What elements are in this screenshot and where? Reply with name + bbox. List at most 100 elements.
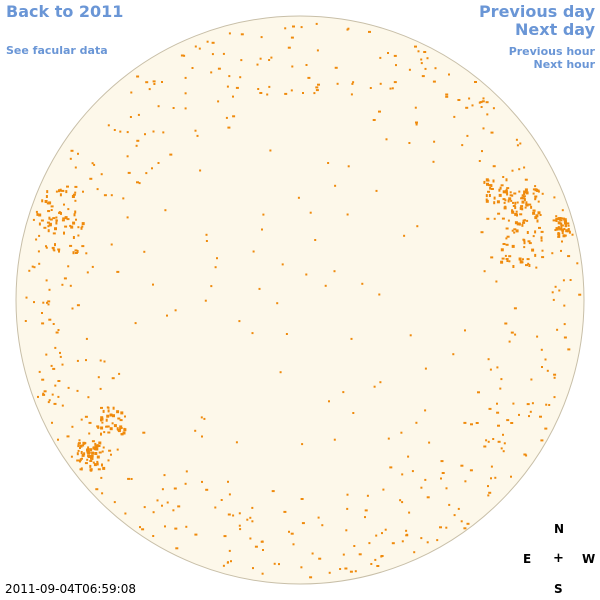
- facula-spot: [523, 246, 526, 249]
- facula-spot: [530, 205, 533, 209]
- facula-spot: [391, 542, 395, 545]
- facula-spot: [72, 193, 76, 196]
- facula-spot: [100, 476, 103, 479]
- facula-spot: [492, 438, 495, 440]
- facula-spot: [45, 279, 48, 282]
- facula-spot: [139, 526, 141, 529]
- facula-spot: [381, 532, 383, 535]
- facula-spot: [169, 153, 173, 156]
- previous-hour-link[interactable]: Previous hour: [508, 45, 595, 58]
- facula-spot: [514, 221, 518, 225]
- facula-spot: [94, 442, 97, 446]
- facula-spot: [38, 262, 41, 265]
- facula-spot: [411, 470, 414, 473]
- facula-spot: [28, 269, 31, 272]
- facula-spot: [126, 155, 129, 158]
- facula-spot: [328, 571, 331, 574]
- facula-spot: [518, 190, 521, 193]
- facula-spot: [395, 64, 397, 67]
- facula-spot: [71, 307, 74, 310]
- facula-spot: [173, 487, 177, 490]
- facula-spot: [172, 509, 175, 512]
- facula-spot: [521, 196, 524, 199]
- facula-spot: [42, 301, 45, 304]
- facula-spot: [122, 197, 125, 200]
- facula-spot: [519, 206, 522, 210]
- facula-spot: [268, 59, 271, 61]
- facula-spot: [497, 440, 501, 443]
- facula-spot: [162, 131, 165, 134]
- compass-east-label: E: [523, 552, 532, 566]
- previous-day-link[interactable]: Previous day: [478, 2, 595, 21]
- facula-spot: [317, 516, 320, 519]
- facula-spot: [64, 216, 68, 220]
- facula-spot: [48, 216, 51, 220]
- facula-spot: [346, 507, 349, 510]
- facula-spot: [89, 177, 93, 180]
- facula-spot: [74, 191, 77, 194]
- facula-spot: [184, 482, 187, 485]
- facula-spot: [351, 82, 354, 85]
- facula-spot: [490, 131, 494, 134]
- facula-spot: [67, 208, 70, 211]
- facula-spot: [407, 455, 410, 458]
- facula-spot: [96, 188, 99, 191]
- facula-spot: [222, 52, 225, 55]
- facula-spot: [528, 242, 532, 245]
- facula-spot: [563, 336, 567, 339]
- facula-spot: [537, 200, 540, 203]
- facula-spot: [66, 185, 69, 188]
- facula-spot: [48, 318, 52, 321]
- facula-spot: [516, 144, 519, 147]
- facula-spot: [531, 402, 534, 405]
- facula-spot: [527, 240, 531, 243]
- facula-spot: [251, 332, 254, 335]
- back-to-2011-link[interactable]: Back to 2011: [6, 2, 124, 21]
- facula-spot: [478, 160, 481, 162]
- facula-spot: [511, 209, 514, 213]
- facula-spot: [35, 238, 38, 241]
- facula-spot: [522, 195, 526, 198]
- facula-spot: [91, 440, 95, 443]
- facula-spot: [516, 222, 520, 226]
- facula-spot: [227, 480, 229, 483]
- facula-spot: [58, 249, 60, 253]
- facula-spot: [55, 219, 58, 222]
- facula-spot: [424, 367, 427, 370]
- facula-spot: [42, 392, 45, 395]
- facula-spot: [490, 188, 494, 190]
- facula-spot: [364, 516, 366, 519]
- see-facular-data-link[interactable]: See facular data: [6, 44, 108, 57]
- facula-spot: [513, 228, 517, 231]
- facula-spot: [420, 486, 423, 489]
- facula-spot: [334, 66, 338, 69]
- next-hour-link[interactable]: Next hour: [533, 58, 596, 71]
- facula-spot: [74, 210, 77, 214]
- facula-spot: [44, 200, 48, 203]
- facula-spot: [548, 404, 551, 406]
- facula-spot: [59, 355, 62, 358]
- facula-spot: [500, 260, 504, 264]
- facula-spot: [111, 377, 115, 380]
- facula-spot: [58, 211, 61, 215]
- facula-spot: [561, 217, 564, 220]
- facula-spot: [321, 524, 324, 527]
- facula-spot: [525, 201, 528, 205]
- facula-spot: [113, 424, 117, 428]
- facula-spot: [505, 178, 508, 182]
- facula-spot: [511, 244, 515, 248]
- facula-spot: [57, 329, 60, 331]
- facula-spot: [521, 194, 524, 197]
- facula-spot: [201, 480, 203, 483]
- facula-spot: [510, 199, 513, 202]
- facula-spot: [113, 501, 116, 504]
- facula-spot: [490, 465, 493, 468]
- facula-spot: [539, 415, 542, 418]
- facula-spot: [350, 93, 353, 96]
- facula-spot: [81, 453, 85, 457]
- next-day-link[interactable]: Next day: [515, 20, 595, 39]
- facula-spot: [271, 490, 275, 493]
- facula-spot: [240, 59, 243, 62]
- facula-spot: [227, 561, 229, 564]
